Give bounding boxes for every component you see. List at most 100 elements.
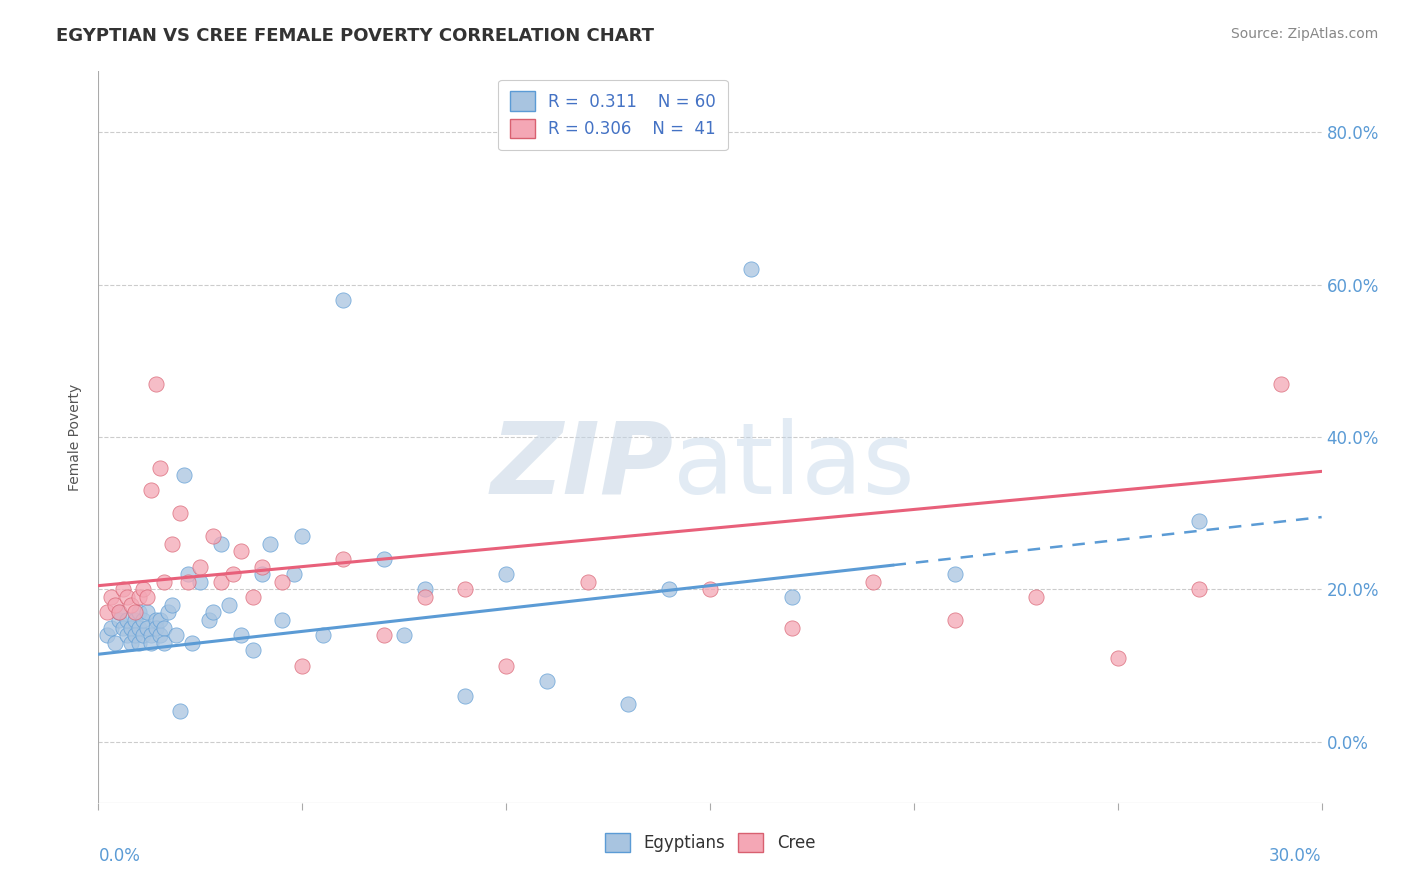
Point [124,613,146,627]
Y-axis label: Female Poverty: Female Poverty [69,384,83,491]
Point [231,544,253,558]
Point [132,628,155,642]
Point [259,537,281,551]
Point [181,636,204,650]
Point [413,590,436,604]
Point [1107,651,1129,665]
Point [291,658,314,673]
Point [136,590,159,604]
Point [145,376,167,391]
Point [332,552,354,566]
Point [160,598,183,612]
Point [218,598,240,612]
Text: 30.0%: 30.0% [1270,847,1322,864]
Point [128,636,150,650]
Point [108,605,131,619]
Point [128,621,150,635]
Point [413,582,436,597]
Point [152,621,174,635]
Point [115,613,138,627]
Point [108,605,131,619]
Point [201,605,224,619]
Point [132,613,155,627]
Point [188,559,212,574]
Point [454,582,477,597]
Point [658,582,681,597]
Point [120,621,142,635]
Text: Source: ZipAtlas.com: Source: ZipAtlas.com [1230,27,1378,41]
Point [740,262,762,277]
Point [169,506,191,520]
Point [115,628,138,642]
Point [141,636,163,650]
Point [120,636,142,650]
Point [209,574,232,589]
Point [454,689,477,703]
Point [197,613,219,627]
Point [392,628,416,642]
Point [169,705,191,719]
Point [115,590,138,604]
Point [160,537,183,551]
Point [495,658,517,673]
Point [111,582,134,597]
Point [104,598,127,612]
Point [1270,376,1292,391]
Point [617,697,640,711]
Text: ZIP: ZIP [491,417,673,515]
Point [250,559,273,574]
Text: EGYPTIAN VS CREE FEMALE POVERTY CORRELATION CHART: EGYPTIAN VS CREE FEMALE POVERTY CORRELAT… [56,27,654,45]
Point [270,574,294,589]
Point [332,293,354,307]
Point [188,574,212,589]
Point [136,621,159,635]
Point [136,605,159,619]
Point [1188,514,1211,528]
Point [1025,590,1047,604]
Point [1188,582,1211,597]
Point [152,636,174,650]
Point [165,628,187,642]
Point [536,673,558,688]
Point [495,567,517,582]
Point [145,613,167,627]
Point [128,590,150,604]
Point [576,574,599,589]
Point [149,628,172,642]
Point [141,628,163,642]
Point [104,636,127,650]
Point [201,529,224,543]
Point [128,605,150,619]
Point [242,643,264,657]
Point [242,590,264,604]
Point [291,529,314,543]
Point [373,552,395,566]
Point [862,574,884,589]
Point [108,613,131,627]
Point [943,567,966,582]
Point [132,582,155,597]
Point [96,628,118,642]
Point [100,621,122,635]
Point [373,628,395,642]
Point [124,605,146,619]
Point [231,628,253,642]
Point [100,590,122,604]
Point [209,537,232,551]
Point [699,582,721,597]
Point [250,567,273,582]
Point [149,613,172,627]
Point [124,628,146,642]
Point [96,605,118,619]
Point [283,567,305,582]
Point [141,483,163,498]
Point [177,574,200,589]
Point [111,621,134,635]
Legend: Egyptians, Cree: Egyptians, Cree [596,824,824,860]
Point [156,605,179,619]
Point [780,590,803,604]
Point [149,460,172,475]
Point [152,574,174,589]
Text: atlas: atlas [673,417,915,515]
Point [780,621,803,635]
